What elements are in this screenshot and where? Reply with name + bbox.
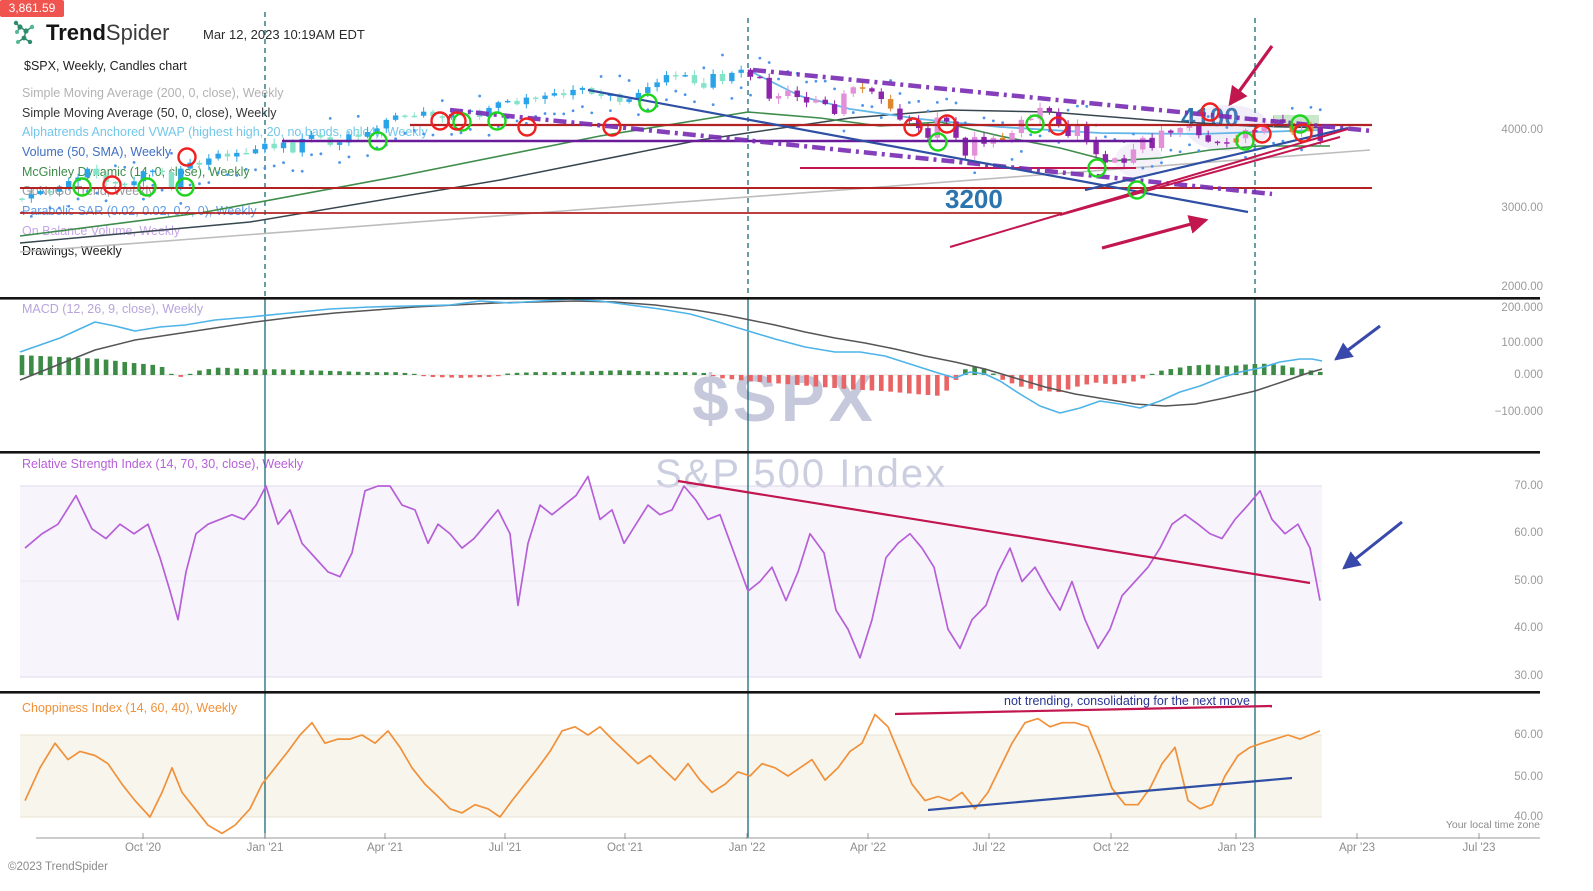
green-zone-box xyxy=(1273,115,1319,128)
macd-histogram xyxy=(19,355,1323,396)
brand-trend: Trend xyxy=(46,20,106,45)
time-label-jan22: Jan '22 xyxy=(728,842,766,854)
chop-axis-40: 40.00 xyxy=(1514,811,1543,823)
macd-label[interactable]: MACD (12, 26, 9, close), Weekly xyxy=(22,302,204,316)
crimson-ascending-line-1 xyxy=(949,128,1349,248)
time-label-jan21: Jan '21 xyxy=(246,842,284,854)
annotation-3200: 3200 xyxy=(945,184,1003,214)
purple-dashdot-upper xyxy=(752,67,1373,134)
time-axis-ticks xyxy=(142,833,1480,839)
time-label-apr21: Apr '21 xyxy=(366,842,404,854)
rsi-label[interactable]: Relative Strength Index (14, 70, 30, clo… xyxy=(22,457,304,471)
macd-axis-0: 0.000 xyxy=(1514,369,1543,381)
chart-title: $SPX, Weekly, Candles chart xyxy=(24,59,187,73)
annotation-not-trending: not trending, consolidating for the next… xyxy=(1004,694,1250,708)
legend-obv[interactable]: On Balance Volume, Weekly xyxy=(22,224,181,238)
blue-descending-trendline xyxy=(587,88,1249,214)
trendspider-logo-icon xyxy=(13,20,35,45)
separator-chop xyxy=(0,691,1540,694)
macd-lines xyxy=(19,298,1323,414)
blue-arrow-rsi xyxy=(1342,520,1403,570)
legend-parabolic-sar[interactable]: Parabolic SAR (0.02, 0.02, 0.2, 0), Week… xyxy=(22,204,257,218)
price-axis-4000: 4000.00 xyxy=(1501,124,1543,136)
legend-mcginley[interactable]: McGinley Dynamic (14, 0, close), Weekly xyxy=(22,165,250,179)
copyright: ©2023 TrendSpider xyxy=(8,861,108,873)
legend-sma-200[interactable]: Simple Moving Average (200, 0, close), W… xyxy=(22,86,284,100)
legend-gonogo[interactable]: GoNoGo Trend, Weekly xyxy=(22,184,155,198)
brand-spider: Spider xyxy=(105,20,170,45)
chart-datetime: Mar 12, 2023 10:19AM EDT xyxy=(203,27,365,42)
crimson-ascending-line-2 xyxy=(1059,136,1341,216)
time-label-oct21: Oct '21 xyxy=(606,842,644,854)
macd-axis-200: 200.000 xyxy=(1501,302,1543,314)
chop-axis-60: 60.00 xyxy=(1514,729,1543,741)
macd-axis-neg100: −100.000 xyxy=(1494,406,1543,418)
separator-macd xyxy=(0,297,1540,300)
rsi-axis-70: 70.00 xyxy=(1514,480,1543,492)
legend-sma-50[interactable]: Simple Moving Average (50, 0, close), We… xyxy=(22,106,277,120)
time-label-jul21: Jul '21 xyxy=(488,842,522,854)
rsi-axis-30: 30.00 xyxy=(1514,670,1543,682)
legend-volume[interactable]: Volume (50, SMA), Weekly xyxy=(22,145,172,159)
blue-chop-line[interactable] xyxy=(927,776,1293,812)
annotation-4100: 4100 xyxy=(1181,102,1239,132)
choppiness-band xyxy=(20,735,1322,817)
legend-anchored-vwap[interactable]: Alphatrends Anchored VWAP (highest high,… xyxy=(22,125,428,139)
rsi-axis-50: 50.00 xyxy=(1514,575,1543,587)
blue-ascending-trendline xyxy=(1084,126,1349,192)
crimson-arrow-down-to-4100 xyxy=(1228,45,1274,107)
last-price-badge: 3,861.59 xyxy=(0,0,64,17)
chop-axis-50: 50.00 xyxy=(1514,771,1543,783)
time-label-jul22: Jul '22 xyxy=(972,842,1006,854)
time-label-oct20: Oct '20 xyxy=(124,842,162,854)
watermark-symbol: $SPX xyxy=(692,361,877,435)
blue-arrow-macd xyxy=(1334,324,1381,361)
time-label-jan23: Jan '23 xyxy=(1217,842,1255,854)
choppiness-label[interactable]: Choppiness Index (14, 60, 40), Weekly xyxy=(22,701,238,715)
rsi-axis-40: 40.00 xyxy=(1514,622,1543,634)
legend-drawings[interactable]: Drawings, Weekly xyxy=(22,244,122,258)
choppiness-line xyxy=(24,713,1321,835)
price-axis-3000: 3000.00 xyxy=(1501,202,1543,214)
time-label-jul23: Jul '23 xyxy=(1462,842,1496,854)
rsi-band xyxy=(20,486,1322,677)
macd-axis-100: 100.000 xyxy=(1501,337,1543,349)
rsi-line xyxy=(24,475,1321,659)
price-axis-2000: 2000.00 xyxy=(1501,281,1543,293)
brand-wordmark: TrendSpider xyxy=(46,20,170,46)
watermark-name: S&P 500 Index xyxy=(655,452,948,496)
time-label-apr23: Apr '23 xyxy=(1338,842,1376,854)
time-label-oct22: Oct '22 xyxy=(1092,842,1130,854)
crimson-arrow-to-trendline xyxy=(1101,215,1209,250)
highlight-blob xyxy=(1115,142,1163,178)
timezone-note[interactable]: Your local time zone xyxy=(1445,819,1540,831)
rsi-axis-60: 60.00 xyxy=(1514,527,1543,539)
time-label-apr22: Apr '22 xyxy=(849,842,887,854)
purple-dashdot-lower xyxy=(449,107,1273,197)
